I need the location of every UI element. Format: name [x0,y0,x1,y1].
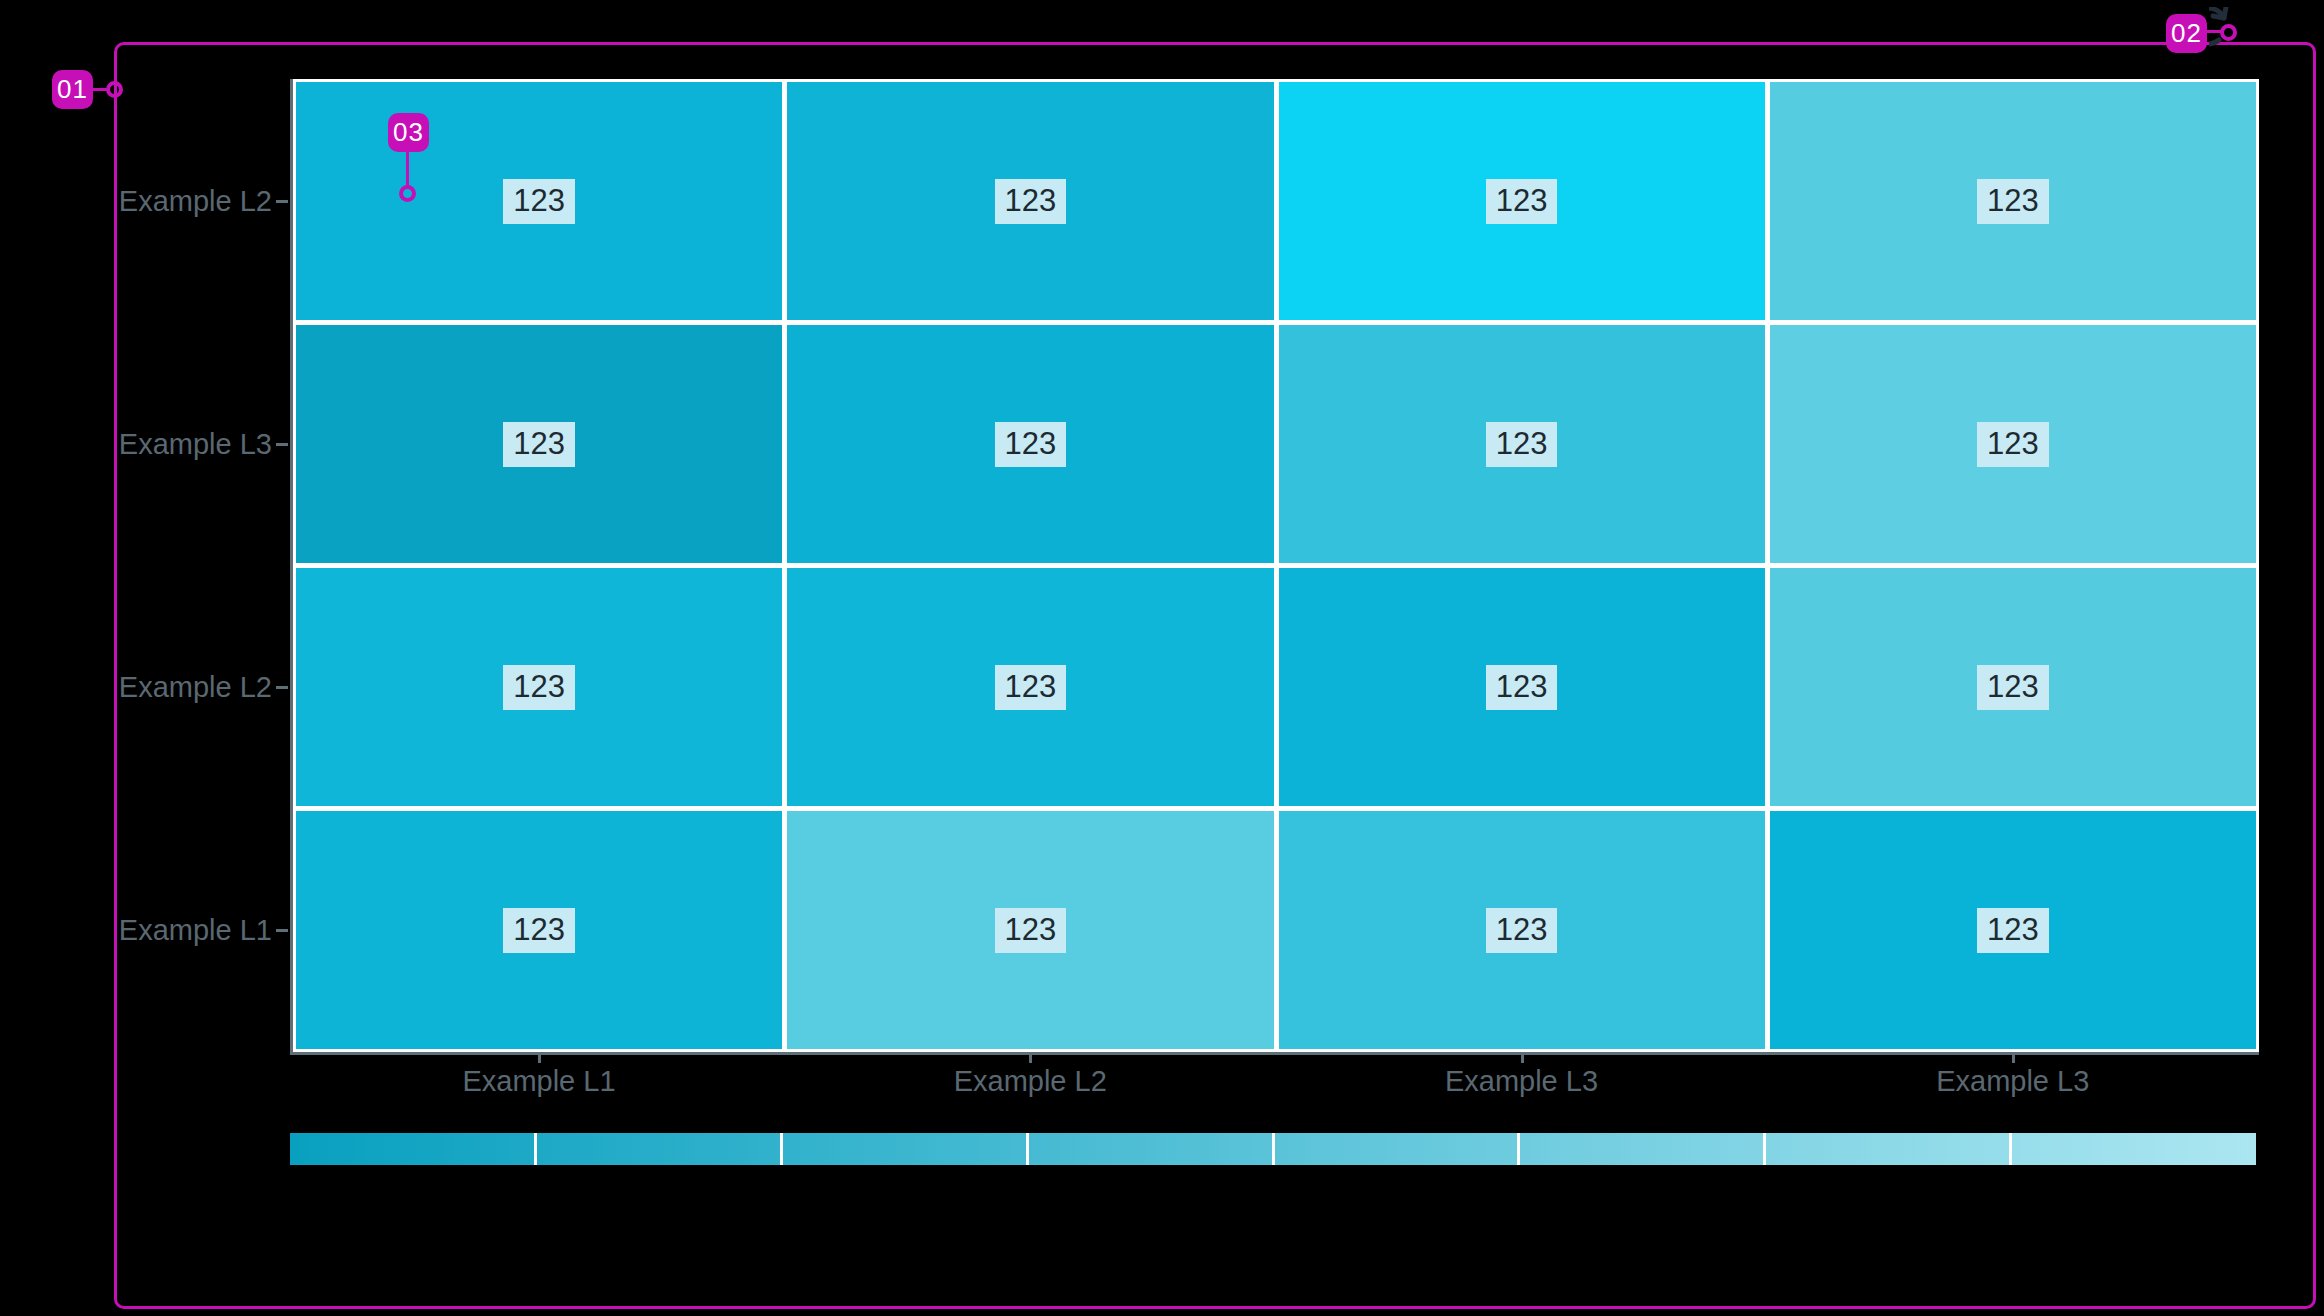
legend-separator [780,1133,783,1165]
cell-value-label: 123 [1486,422,1558,467]
y-axis-label: Example L3 [40,426,272,462]
x-axis-tick [2012,1052,2015,1063]
heatmap-cell[interactable]: 123 [787,325,1273,563]
cell-value-label: 123 [1977,908,2049,953]
heatmap-plot-area: 123 123 123 123 123 123 123 123 123 123 123 123 123 1… [290,79,2259,1055]
heatmap-cell[interactable]: 123 [1279,568,1765,806]
cell-value-label: 123 [503,665,575,710]
x-axis-label: Example L3 [1342,1064,1702,1098]
x-axis-label: Example L3 [1833,1064,2193,1098]
y-axis-tick [276,200,288,203]
annotation-anchor-ring [106,81,123,98]
heatmap-cell[interactable]: 123 [296,811,782,1049]
x-axis-tick [1521,1052,1524,1063]
heatmap-cell[interactable]: 123 [296,568,782,806]
legend-separator [1026,1133,1029,1165]
x-axis-label: Example L1 [359,1064,719,1098]
y-axis-tick [276,443,288,446]
heatmap-cell[interactable]: 123 [1279,811,1765,1049]
y-axis-label: Example L1 [40,912,272,948]
x-axis-tick [538,1052,541,1063]
cell-value-label: 123 [503,908,575,953]
heatmap-cell[interactable]: 123 [1770,811,2256,1049]
annotation-connector [406,152,409,186]
y-axis-label: Example L2 [40,183,272,219]
heatmap-cell[interactable]: 123 [1770,568,2256,806]
legend-separator [1517,1133,1520,1165]
legend-separator [1272,1133,1275,1165]
heatmap-cell[interactable]: 123 [1770,325,2256,563]
cell-value-label: 123 [995,908,1067,953]
cell-value-label: 123 [995,665,1067,710]
y-axis-tick [276,929,288,932]
heatmap-cell[interactable]: 123 [787,811,1273,1049]
cell-value-label: 123 [1486,179,1558,224]
cell-value-label: 123 [1977,665,2049,710]
cell-value-label: 123 [1486,665,1558,710]
heatmap-grid: 123 123 123 123 123 123 123 123 123 123 123 123 123 1… [293,79,2259,1052]
annotation-badge-01: 01 [52,70,93,109]
heatmap-cell[interactable]: 123 [296,325,782,563]
heatmap-cell[interactable]: 123 [296,82,782,320]
x-axis-line [290,1052,2259,1055]
y-axis-tick [276,686,288,689]
annotation-anchor-ring [2220,24,2237,41]
legend-separator [2009,1133,2012,1165]
cell-value-label: 123 [503,179,575,224]
annotation-connector [2207,30,2221,33]
heatmap-cell[interactable]: 123 [1770,82,2256,320]
cell-value-label: 123 [995,422,1067,467]
cell-value-label: 123 [503,422,575,467]
heatmap-cell[interactable]: 123 [787,568,1273,806]
cell-value-label: 123 [1486,908,1558,953]
y-axis-label: Example L2 [40,669,272,705]
legend-separator [534,1133,537,1165]
heatmap-cell[interactable]: 123 [1279,82,1765,320]
annotation-badge-03: 03 [388,113,429,152]
legend-gradient-bar [290,1133,2256,1165]
cell-value-label: 123 [1977,422,2049,467]
y-axis-line [290,79,293,1055]
annotation-badge-02: 02 [2166,14,2207,53]
annotation-connector [93,88,107,91]
x-axis-tick [1029,1052,1032,1063]
heatmap-cell[interactable]: 123 [1279,325,1765,563]
legend-separator [1763,1133,1766,1165]
x-axis-label: Example L2 [850,1064,1210,1098]
heatmap-cell[interactable]: 123 [787,82,1273,320]
annotation-anchor-ring [399,185,416,202]
heatmap-spec-canvas: 01 02 03 1231231231231231231231231231231… [0,0,2324,1316]
cell-value-label: 123 [1977,179,2049,224]
cell-value-label: 123 [995,179,1067,224]
